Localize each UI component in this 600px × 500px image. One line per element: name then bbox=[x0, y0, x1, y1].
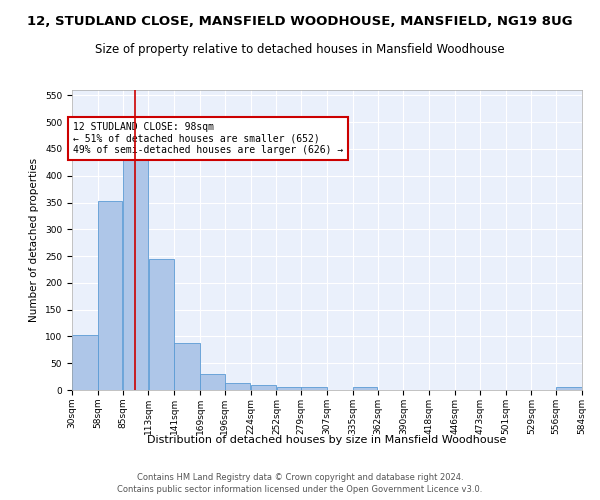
Text: 12 STUDLAND CLOSE: 98sqm
← 51% of detached houses are smaller (652)
49% of semi-: 12 STUDLAND CLOSE: 98sqm ← 51% of detach… bbox=[73, 122, 343, 156]
Text: Size of property relative to detached houses in Mansfield Woodhouse: Size of property relative to detached ho… bbox=[95, 42, 505, 56]
Bar bbox=[98, 201, 122, 390]
Bar bbox=[251, 384, 276, 390]
Text: 12, STUDLAND CLOSE, MANSFIELD WOODHOUSE, MANSFIELD, NG19 8UG: 12, STUDLAND CLOSE, MANSFIELD WOODHOUSE,… bbox=[27, 15, 573, 28]
Text: Contains public sector information licensed under the Open Government Licence v3: Contains public sector information licen… bbox=[118, 485, 482, 494]
Y-axis label: Number of detached properties: Number of detached properties bbox=[29, 158, 40, 322]
Bar bbox=[175, 344, 200, 390]
Text: Contains HM Land Registry data © Crown copyright and database right 2024.: Contains HM Land Registry data © Crown c… bbox=[137, 472, 463, 482]
Bar bbox=[277, 387, 301, 390]
Bar bbox=[225, 383, 250, 390]
Bar bbox=[72, 335, 98, 390]
Bar bbox=[200, 374, 224, 390]
Bar bbox=[556, 388, 582, 390]
Bar bbox=[353, 388, 377, 390]
Text: Distribution of detached houses by size in Mansfield Woodhouse: Distribution of detached houses by size … bbox=[148, 435, 506, 445]
Bar bbox=[123, 150, 148, 390]
Bar bbox=[149, 259, 174, 390]
Bar bbox=[301, 388, 327, 390]
